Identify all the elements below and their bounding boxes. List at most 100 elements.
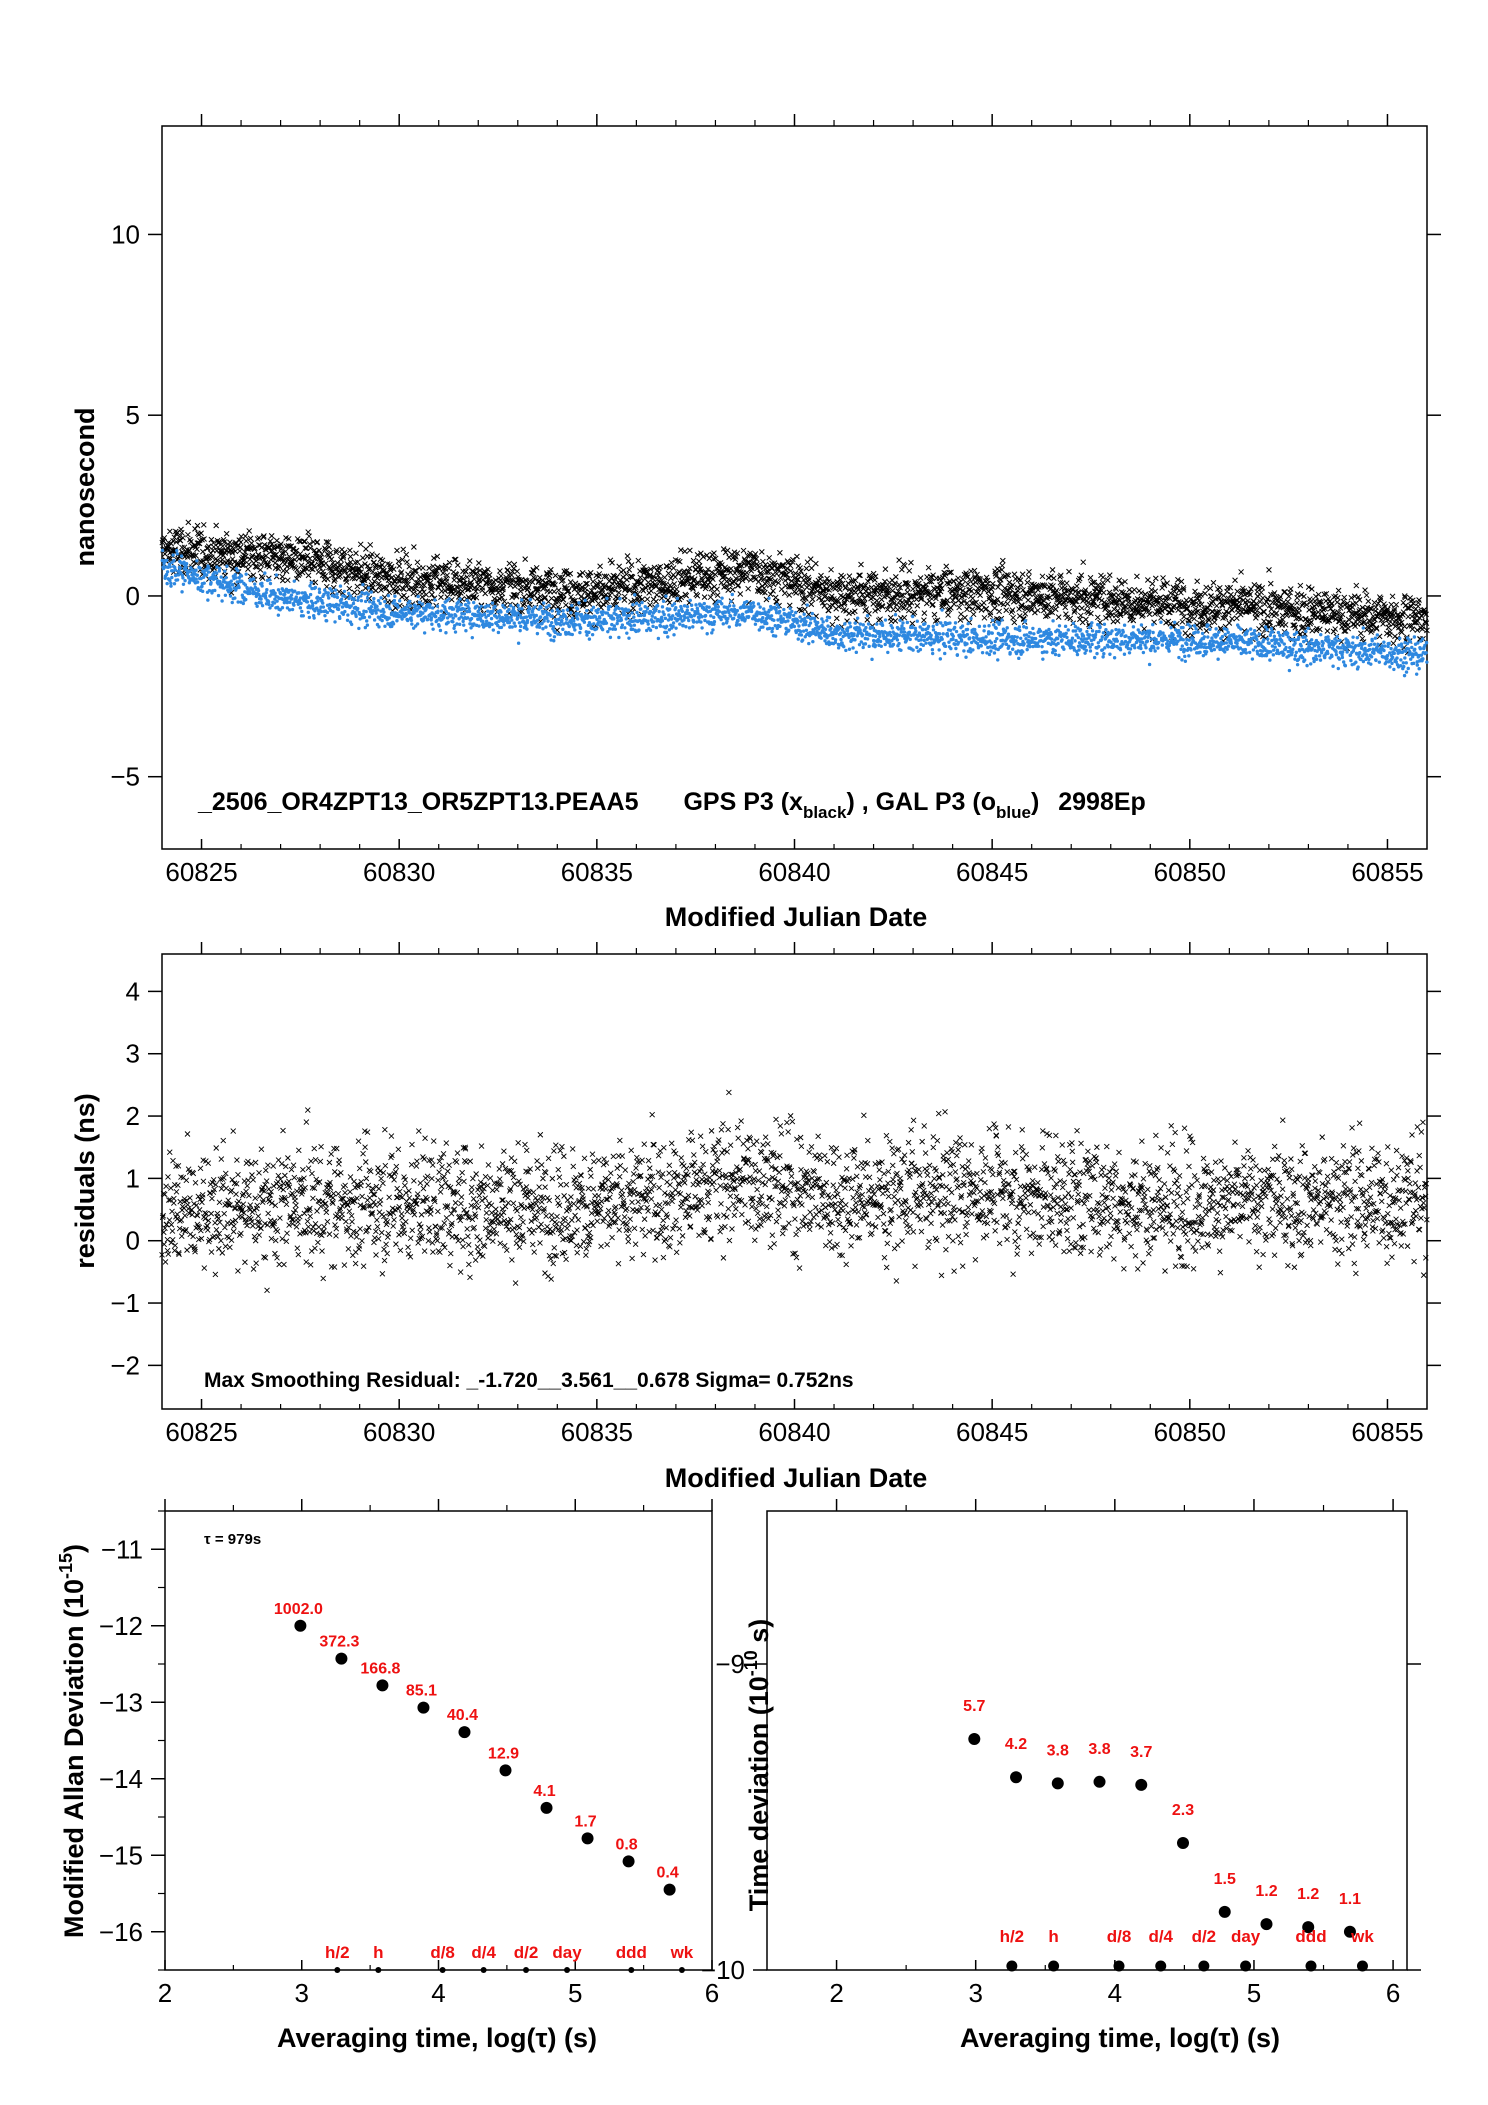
gps-point: [870, 594, 876, 601]
gal-point: [672, 602, 677, 606]
gal-point: [992, 651, 997, 655]
gal-point: [549, 620, 554, 625]
gal-point: [937, 632, 942, 636]
gal-point: [627, 636, 631, 640]
gps-point: [925, 564, 932, 571]
gps-point: [179, 544, 185, 551]
gal-point: [325, 610, 330, 615]
gal-point: [330, 589, 334, 593]
gal-point: [836, 646, 841, 650]
gal-point: [620, 623, 625, 627]
gal-point: [728, 614, 733, 618]
gal-point: [623, 626, 627, 630]
gps-point: [967, 576, 973, 583]
gps-point: [364, 563, 371, 569]
gps-point: [1144, 577, 1151, 583]
gps-point: [1164, 580, 1170, 586]
gps-point: [1079, 605, 1085, 612]
gal-point: [490, 601, 495, 605]
gal-point: [812, 616, 817, 621]
gal-point: [451, 620, 455, 624]
gps-point: [1015, 576, 1022, 583]
gps-point: [268, 533, 275, 539]
gal-point: [181, 576, 185, 580]
gps-point: [628, 562, 635, 568]
gal-point: [648, 628, 653, 632]
gal-point: [770, 629, 774, 634]
gal-point: [573, 623, 578, 627]
gal-point: [457, 622, 462, 627]
gps-point: [162, 551, 168, 557]
gal-point: [791, 613, 796, 618]
gal-point: [952, 625, 957, 630]
gal-point: [687, 626, 692, 630]
gps-point: [1095, 603, 1101, 610]
gal-point: [870, 625, 875, 630]
gps-point: [1303, 601, 1310, 608]
gps-point: [858, 561, 864, 568]
gal-point: [278, 592, 283, 596]
gal-point: [883, 618, 888, 622]
gps-point: [283, 568, 290, 575]
gal-point: [694, 603, 698, 607]
gal-point: [534, 613, 539, 618]
gps-point: [626, 566, 633, 573]
gal-point: [788, 615, 792, 619]
gal-point: [169, 584, 173, 588]
gal-point: [517, 621, 522, 625]
gps-point: [957, 617, 964, 623]
gal-point: [352, 596, 356, 601]
gps-point: [1365, 598, 1372, 605]
gal-point: [380, 618, 384, 623]
gps-point: [950, 578, 957, 584]
gal-point: [374, 611, 378, 615]
gps-point: [213, 522, 220, 529]
gal-point: [184, 562, 189, 566]
gal-point: [808, 621, 813, 625]
gal-point: [842, 644, 846, 649]
gal-point: [175, 552, 179, 556]
gps-point: [347, 553, 354, 560]
gps-point: [263, 552, 269, 559]
gal-point: [273, 591, 277, 595]
gal-point: [204, 573, 209, 577]
gps-point: [454, 562, 461, 568]
gal-point: [920, 627, 925, 632]
gal-point: [700, 626, 704, 630]
gps-point: [1080, 559, 1087, 566]
gps-point: [173, 539, 180, 545]
gps-point: [846, 610, 852, 617]
gal-point: [879, 644, 883, 648]
gal-point: [747, 615, 751, 619]
gal-point: [608, 635, 613, 640]
gal-point: [873, 634, 878, 638]
gps-point: [1362, 587, 1368, 593]
gps-point: [808, 565, 815, 571]
gps-point: [1126, 586, 1133, 593]
gps-point: [279, 577, 286, 584]
gal-point: [605, 596, 609, 601]
gal-point: [292, 603, 296, 607]
gal-point: [632, 615, 636, 619]
gps-point: [286, 553, 293, 560]
gal-point: [854, 650, 859, 655]
gal-point: [183, 578, 187, 583]
gal-point: [880, 623, 885, 628]
gal-point: [362, 615, 367, 620]
gal-point: [223, 569, 227, 573]
gal-point: [351, 601, 356, 606]
gps-point: [161, 534, 168, 541]
gps-point: [548, 595, 555, 602]
gal-point: [299, 601, 303, 605]
gps-point: [812, 560, 819, 567]
gal-point: [415, 622, 420, 626]
gal-point: [229, 579, 233, 583]
gal-point: [288, 600, 292, 604]
gps-point: [396, 563, 403, 569]
gal-point: [732, 616, 736, 621]
gps-point: [403, 551, 410, 558]
gal-point: [180, 590, 184, 594]
gps-point: [323, 560, 329, 567]
gps-point: [285, 535, 292, 542]
gps-point: [282, 548, 289, 555]
